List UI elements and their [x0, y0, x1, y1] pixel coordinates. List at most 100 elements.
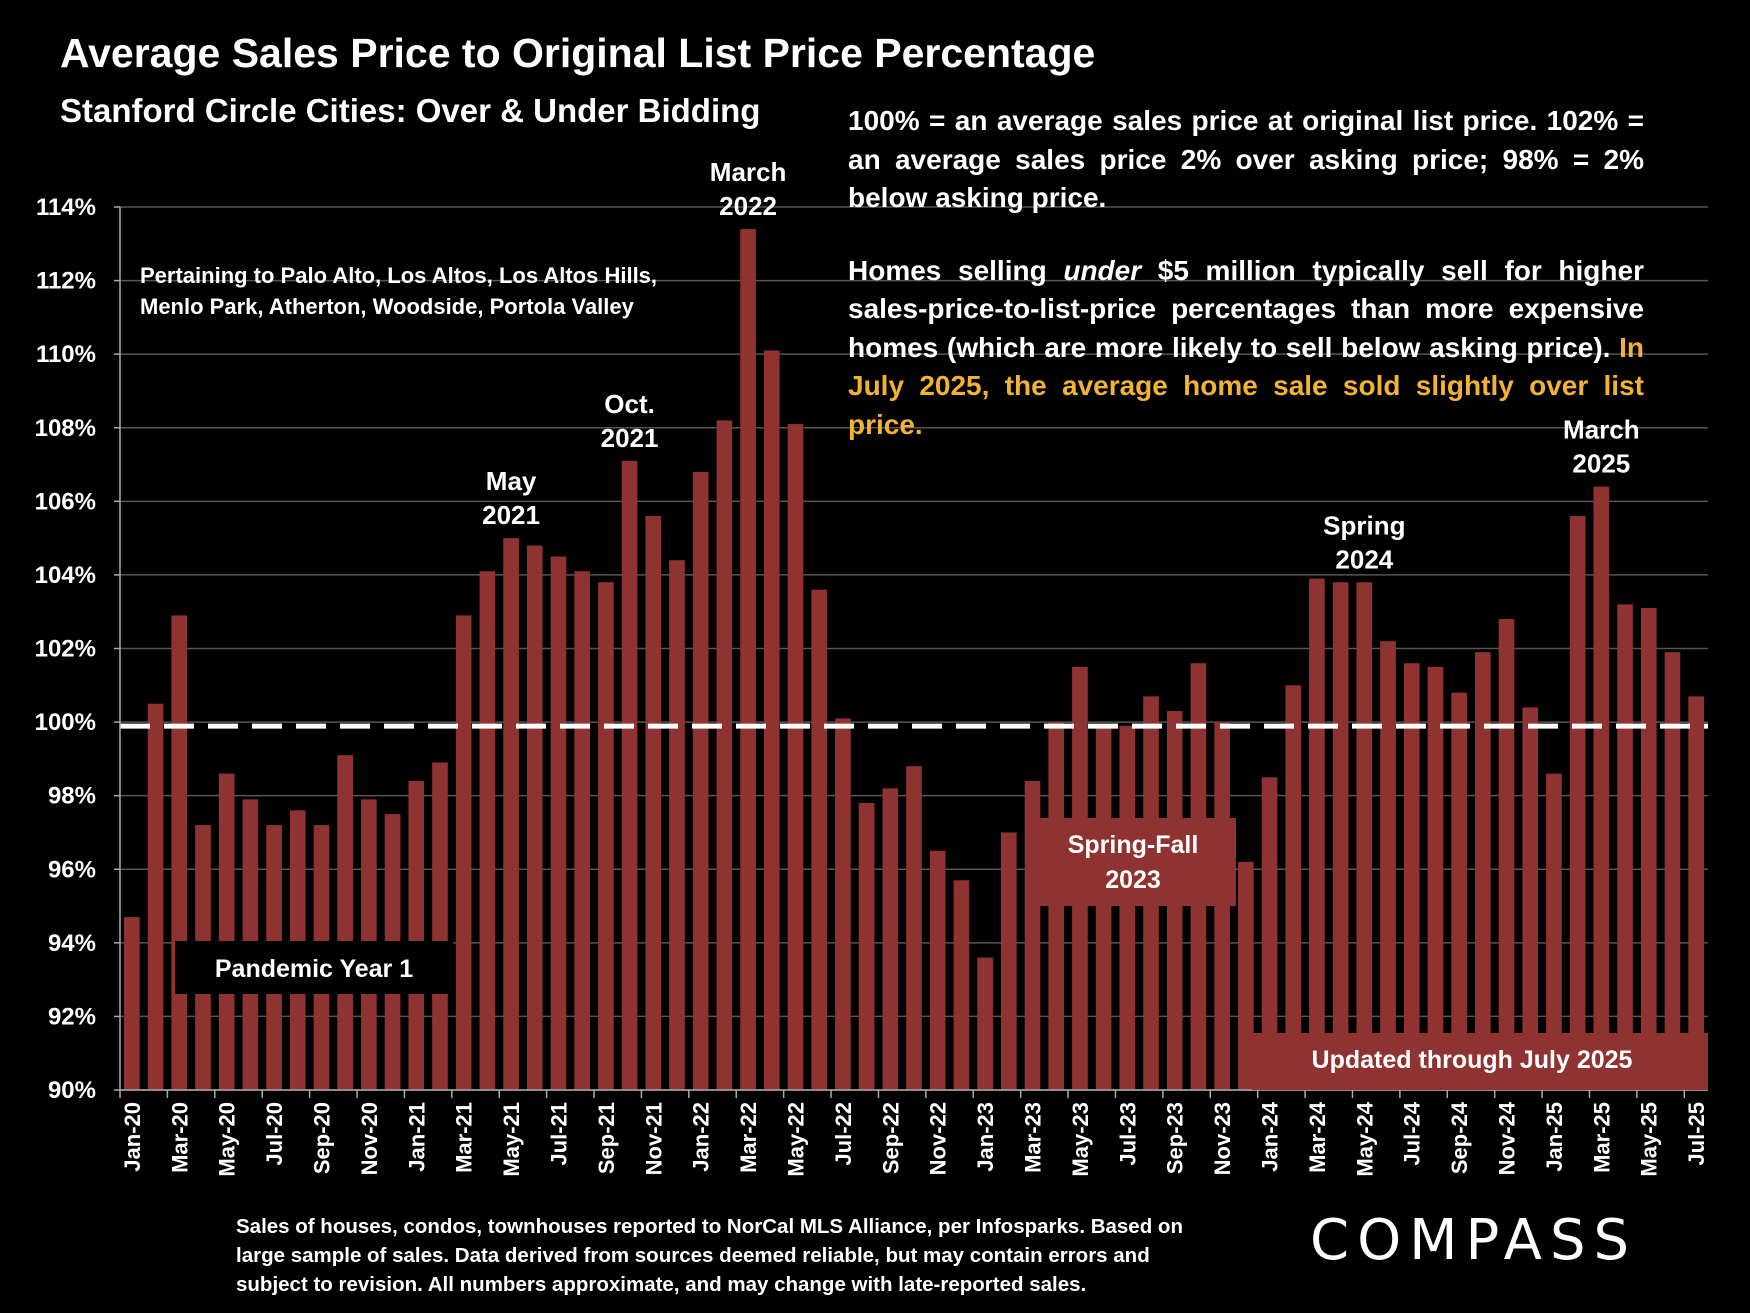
- bar-Dec-24: [1522, 707, 1539, 1090]
- bar-Jul-22: [835, 718, 851, 1090]
- x-tick-label: Mar-23: [1021, 1102, 1046, 1173]
- bar-Sep-24: [1451, 692, 1467, 1090]
- bar-Feb-23: [1000, 832, 1017, 1090]
- bar-May-21: [503, 538, 519, 1090]
- bar-May-25: [1640, 608, 1657, 1090]
- x-axis-ticks: Jan-20 Mar-20 May-20 Jul-20 Sep-20 Nov-20 Jan-…: [119, 1090, 1709, 1177]
- chart-title: Average Sales Price to Original List Pri…: [60, 30, 1096, 76]
- y-axis-ticks: 90% 92% 94% 96% 98% 100% 102% 104% 106% 108% 110% 1…: [35, 194, 120, 1104]
- annotation-1-line-2: 2021: [601, 423, 659, 453]
- bar-Nov-22: [929, 850, 946, 1090]
- note-p2-a: Homes selling: [848, 254, 1064, 286]
- bar-Feb-25: [1569, 516, 1586, 1090]
- bar-Mar-20: [171, 615, 188, 1090]
- bar-Apr-24: [1332, 582, 1349, 1090]
- bar-Jan-22: [692, 471, 709, 1090]
- updated-banner: [1252, 1033, 1708, 1090]
- x-tick-label: Jan-21: [404, 1102, 429, 1172]
- y-tick-label: 104%: [35, 562, 96, 589]
- bar-Mar-22: [740, 229, 756, 1090]
- bar-Oct-21: [621, 460, 638, 1090]
- annotation-4-line-1: March: [1563, 415, 1640, 445]
- y-tick-label: 96%: [48, 856, 96, 883]
- x-tick-label: Mar-20: [167, 1102, 192, 1173]
- annotation-0-line-1: May: [486, 466, 537, 496]
- compass-logo: COMPASS: [1310, 1208, 1638, 1273]
- bar-Feb-20: [147, 703, 164, 1090]
- bar-Apr-21: [479, 571, 496, 1090]
- note-paragraph-2: Homes selling under $5 million typically…: [848, 252, 1644, 445]
- bars: [124, 229, 1704, 1091]
- bar-May-20: [218, 773, 235, 1090]
- bar-Apr-25: [1617, 604, 1633, 1090]
- y-tick-label: 108%: [35, 415, 96, 442]
- x-tick-label: Sep-21: [594, 1102, 619, 1174]
- pertaining-line-1: Pertaining to Palo Alto, Los Altos, Los …: [140, 263, 658, 288]
- bar-Apr-23: [1048, 722, 1065, 1090]
- bar-Sep-22: [882, 788, 899, 1090]
- bar-Jul-25: [1688, 696, 1704, 1090]
- x-tick-label: Jul-24: [1400, 1101, 1425, 1165]
- pandemic-box: [175, 941, 453, 994]
- bar-Dec-23: [1237, 861, 1254, 1090]
- bar-Nov-21: [645, 516, 662, 1090]
- bar-Mar-24: [1309, 578, 1325, 1090]
- spring-fall-box: [1026, 818, 1236, 906]
- annotation-4-line-2: 2025: [1572, 449, 1630, 479]
- y-tick-label: 106%: [35, 488, 96, 515]
- x-tick-label: Mar-25: [1589, 1102, 1614, 1173]
- x-tick-label: Jan-20: [120, 1102, 145, 1172]
- bar-Jun-22: [811, 589, 828, 1090]
- spring-fall-line-2: 2023: [1105, 866, 1161, 894]
- y-tick-label: 110%: [36, 341, 96, 368]
- x-tick-label: May-24: [1352, 1101, 1377, 1176]
- x-tick-label: Sep-22: [878, 1102, 903, 1174]
- x-tick-label: Nov-23: [1210, 1102, 1235, 1175]
- bar-Feb-22: [716, 420, 733, 1090]
- annotation-3-line-1: Spring: [1323, 510, 1405, 540]
- peak-annotations: May 2021 Oct. 2021 March 2022 Spring 2024 March 2…: [482, 157, 1639, 574]
- x-tick-label: Jan-22: [689, 1102, 714, 1172]
- bar-Jan-24: [1261, 777, 1278, 1090]
- updated-label: Updated through July 2025: [1312, 1046, 1633, 1074]
- x-tick-label: Jan-23: [973, 1102, 998, 1172]
- bar-Mar-25: [1593, 486, 1610, 1090]
- y-tick-label: 102%: [35, 636, 96, 663]
- bar-Apr-22: [763, 350, 780, 1090]
- spring-fall-line-1: Spring-Fall: [1068, 831, 1199, 859]
- annotation-2-line-1: March: [710, 157, 787, 187]
- bar-May-22: [787, 424, 804, 1091]
- annotation-1-line-1: Oct.: [604, 389, 655, 419]
- pertaining-cities: Pertaining to Palo Alto, Los Altos, Los …: [140, 260, 657, 322]
- note-highlight: In July 2025, the average home sale sold…: [848, 331, 1644, 440]
- y-tick-label: 92%: [48, 1003, 96, 1030]
- x-tick-label: Sep-20: [309, 1102, 334, 1174]
- bar-Aug-24: [1427, 666, 1444, 1090]
- x-tick-label: Mar-24: [1305, 1101, 1330, 1173]
- bar-Oct-20: [337, 755, 353, 1090]
- bar-Jun-25: [1664, 652, 1681, 1090]
- y-tick-label: 112%: [36, 268, 96, 295]
- bar-Feb-21: [432, 762, 448, 1090]
- x-tick-label: May-22: [783, 1102, 808, 1177]
- x-tick-label: Sep-23: [1163, 1102, 1188, 1174]
- y-tick-label: 98%: [48, 783, 96, 810]
- bar-Sep-21: [598, 582, 614, 1090]
- bar-Jan-20: [124, 917, 140, 1090]
- x-tick-label: Jan-24: [1258, 1101, 1283, 1171]
- bar-Jul-21: [550, 556, 567, 1090]
- x-tick-label: Nov-20: [357, 1102, 382, 1175]
- bar-Feb-24: [1285, 685, 1302, 1090]
- explanation-note: 100% = an average sales price at origina…: [848, 102, 1644, 444]
- note-paragraph-1: 100% = an average sales price at origina…: [848, 105, 1644, 213]
- y-tick-label: 90%: [48, 1077, 96, 1104]
- bar-Jan-25: [1546, 773, 1562, 1090]
- source-disclaimer: Sales of houses, condos, townhouses repo…: [236, 1215, 1183, 1296]
- x-tick-label: Jul-25: [1684, 1102, 1709, 1166]
- y-tick-label: 114%: [36, 194, 96, 221]
- bar-Jul-23: [1119, 725, 1136, 1090]
- bar-Oct-24: [1475, 652, 1491, 1090]
- x-tick-label: Nov-24: [1495, 1101, 1520, 1175]
- bar-Jun-24: [1380, 641, 1396, 1090]
